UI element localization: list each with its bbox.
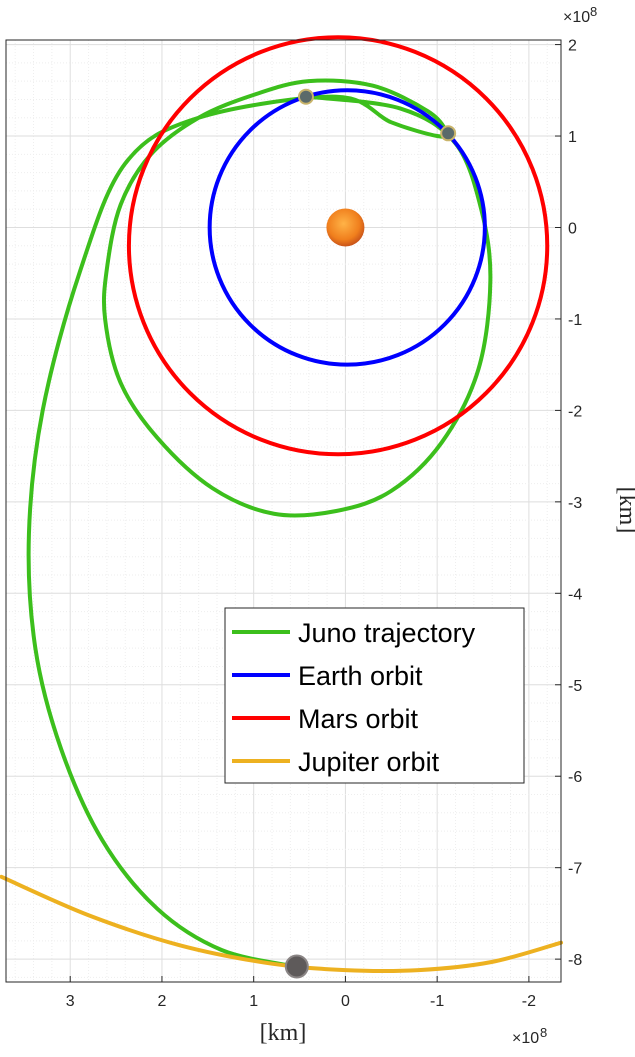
legend-label: Mars orbit (298, 704, 419, 734)
x-axis-label: [km] (260, 1020, 307, 1046)
earth-position-2-marker (440, 125, 457, 142)
x-tick-label: -1 (430, 993, 444, 1010)
y-exponent: ×10 8 (563, 4, 597, 26)
marker-layer (284, 88, 457, 979)
series-layer (0, 35, 563, 974)
y-tick-label: 0 (568, 220, 577, 237)
y-tick-label: 1 (568, 129, 577, 146)
legend-box (224, 607, 525, 784)
legend-label: Jupiter orbit (298, 747, 440, 777)
legend: Juno trajectory Earth orbit Mars orbit Jupi… (224, 607, 525, 784)
svg-text:8: 8 (540, 1025, 547, 1040)
x-tick-label: 3 (66, 993, 75, 1010)
jupiter-marker (284, 954, 309, 979)
y-tick-label: -4 (568, 586, 582, 603)
series-juno-trajectory (26, 78, 493, 969)
y-tick-label: -2 (568, 403, 582, 420)
plot-frame (5, 39, 562, 983)
legend-label: Earth orbit (298, 661, 423, 691)
sun-marker (326, 208, 365, 247)
earth-position-1-marker (297, 88, 314, 105)
y-tick-label: -7 (568, 861, 582, 878)
svg-text:8: 8 (590, 4, 597, 19)
y-tick-label: 2 (568, 38, 577, 55)
y-axis-label: [km] (614, 487, 635, 534)
grid (6, 40, 561, 982)
series-jupiter-orbit (0, 874, 563, 974)
y-tick-label: -5 (568, 678, 582, 695)
series-mars-orbit (126, 35, 550, 457)
svg-text:×10: ×10 (563, 9, 590, 26)
x-tick-label: 2 (157, 993, 166, 1010)
y-tick-label: -6 (568, 769, 582, 786)
y-tick-label: -8 (568, 952, 582, 969)
x-tick-label: 1 (249, 993, 258, 1010)
series-earth-orbit (207, 88, 487, 367)
x-tick-label: -2 (522, 993, 536, 1010)
legend-label: Juno trajectory (298, 618, 476, 648)
y-tick-label: -1 (568, 312, 582, 329)
svg-text:×10: ×10 (512, 1030, 539, 1047)
x-tick-label: 0 (341, 993, 350, 1010)
y-tick-label: -3 (568, 495, 582, 512)
ticks: 3 2 1 0 -1 -2 2 1 0 -1 -2 -3 -4 -5 -6 -7 -8 (66, 38, 583, 1010)
x-exponent: ×10 8 (512, 1025, 547, 1047)
